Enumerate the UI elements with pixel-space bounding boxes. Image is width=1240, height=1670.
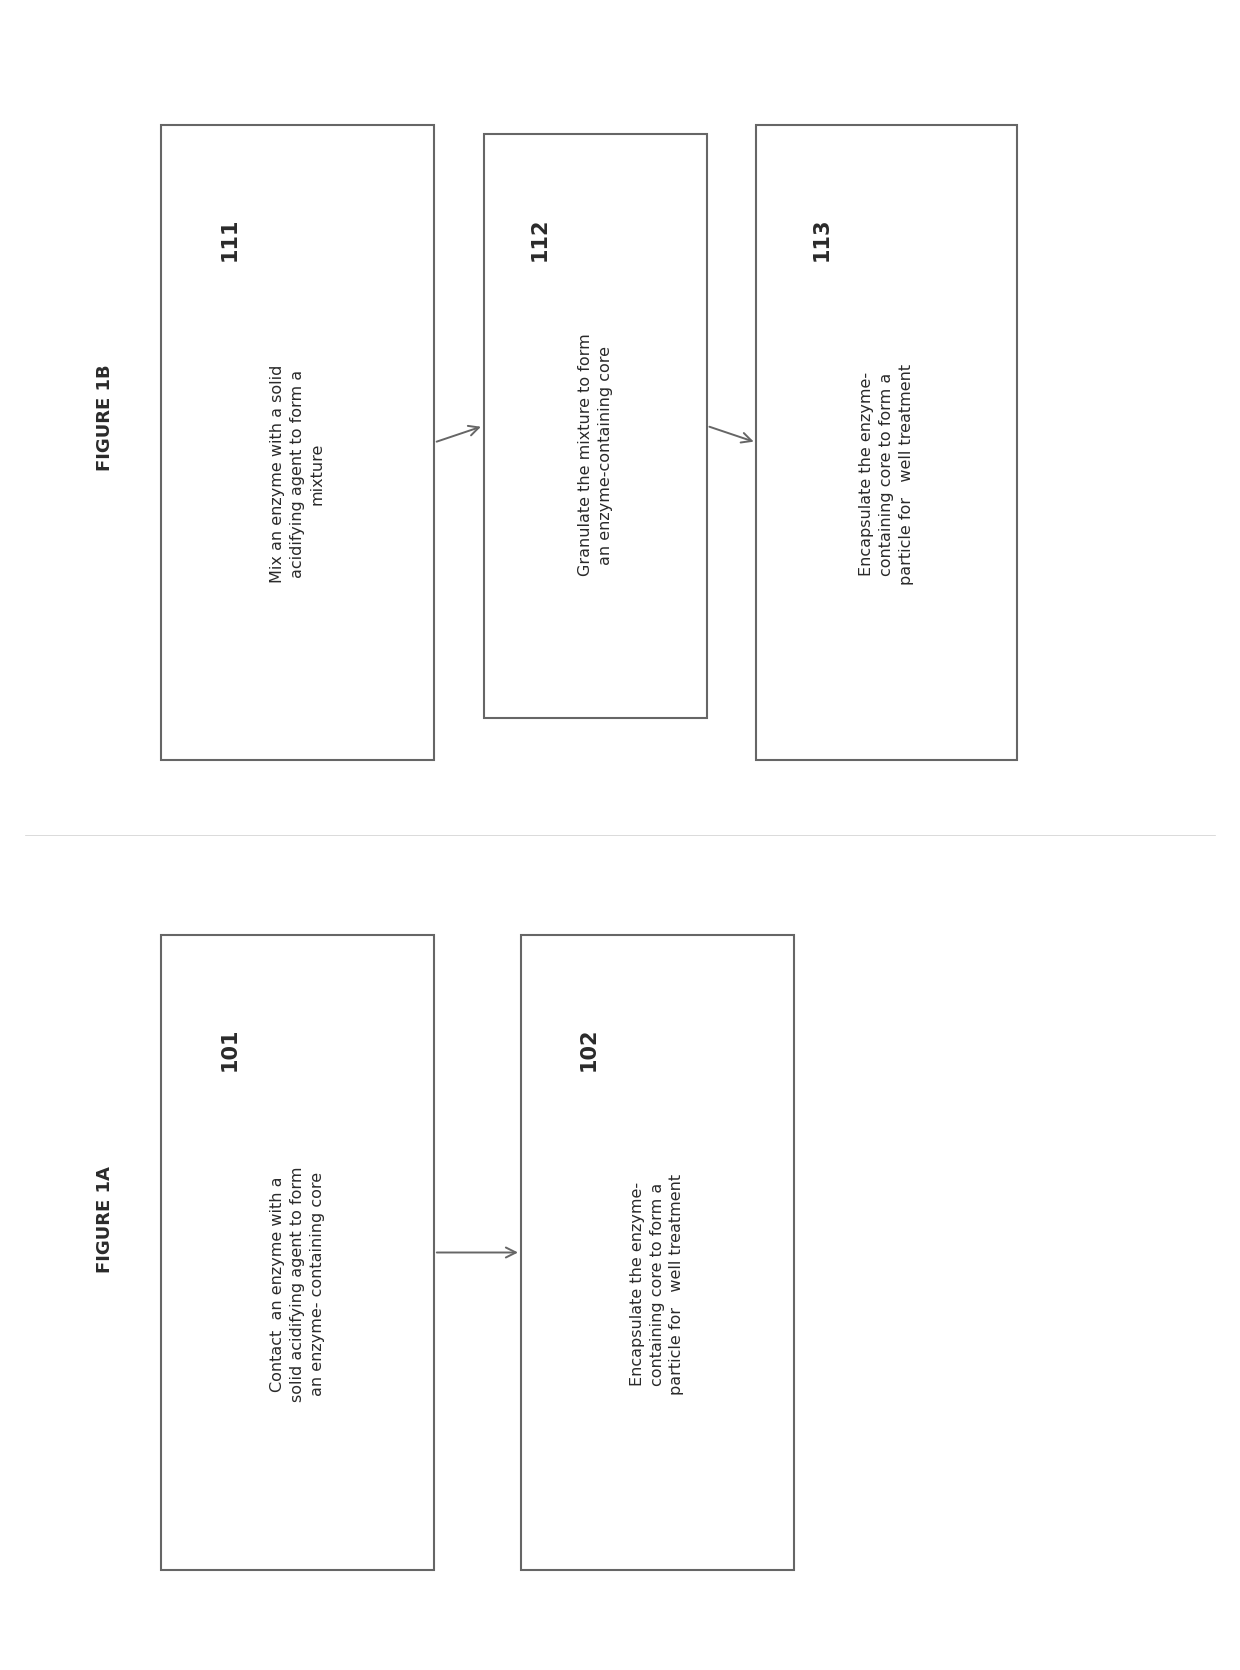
Bar (484, 134, 707, 718)
Text: Granulate the mixture to form
an enzyme-containing core: Granulate the mixture to form an enzyme-… (578, 334, 613, 576)
Text: FIGURE 1B: FIGURE 1B (97, 364, 114, 471)
Text: 101: 101 (219, 1027, 239, 1070)
Text: 102: 102 (579, 1027, 599, 1070)
Text: Mix an enzyme with a solid
acidifying agent to form a
mixture: Mix an enzyme with a solid acidifying ag… (270, 366, 325, 583)
Text: 111: 111 (219, 217, 239, 261)
Text: 113: 113 (811, 217, 832, 261)
Bar (161, 125, 434, 760)
Text: Encapsulate the enzyme-
containing core to form a
particle for   well treatment: Encapsulate the enzyme- containing core … (859, 364, 914, 584)
Text: Contact  an enzyme with a
solid acidifying agent to form
an enzyme- containing c: Contact an enzyme with a solid acidifyin… (270, 1166, 325, 1403)
Text: 112: 112 (529, 217, 549, 261)
Text: Encapsulate the enzyme-
containing core to form a
particle for   well treatment: Encapsulate the enzyme- containing core … (630, 1174, 684, 1394)
Bar (756, 125, 1017, 760)
Text: FIGURE 1A: FIGURE 1A (97, 1166, 114, 1273)
Bar (521, 935, 794, 1570)
Bar (161, 935, 434, 1570)
